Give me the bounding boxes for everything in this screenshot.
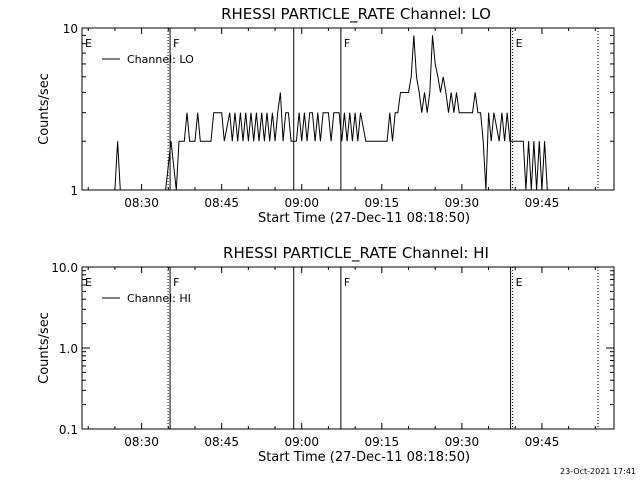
panel-1-x-axis-label: Start Time (27-Dec-11 08:18:50) [258,211,470,226]
panel-2-title: RHESSI PARTICLE_RATE Channel: HI [223,244,489,263]
panel-2-x-tick-label: 09:30 [445,435,480,449]
panel-1-marker-label: E [516,37,523,50]
panel-1-axes-frame [81,27,615,191]
plot-timestamp: 23-Oct-2021 17:41 [560,467,636,476]
panel-2-y-tick-label: 10.0 [51,261,78,275]
panel-1-marker-label: F [173,37,179,50]
panel-1-x-tick-label: 08:30 [124,196,159,210]
panel-1-y-tick-label: 10 [63,22,78,36]
panel-1-y-tick-label: 1 [70,184,78,198]
panel-1-x-tick-label: 09:15 [365,196,400,210]
panel-2-x-tick-label: 08:45 [204,435,239,449]
panel-1-legend-label: Channel: LO [127,53,194,66]
panel-2-marker-label: F [173,276,179,289]
panel-2-y-axis-label: Counts/sec [37,312,52,384]
panel-2-x-tick-label: 09:45 [525,435,560,449]
panel-1-title: RHESSI PARTICLE_RATE Channel: LO [221,5,491,24]
panel-1-series-line [114,35,548,191]
panel-1-x-tick-label: 09:00 [284,196,319,210]
panel-1-marker-label: E [85,37,92,50]
panel-2-legend-label: Channel: HI [127,292,191,305]
panel-1-marker-label: F [344,37,350,50]
panel-2-marker-label: F [344,276,350,289]
panel-1-x-tick-label: 08:45 [204,196,239,210]
panel-2-marker-label: E [85,276,92,289]
panel-2-y-tick-label: 0.1 [59,423,78,437]
panel-1-x-tick-label: 09:45 [525,196,560,210]
panel-2-x-axis-label: Start Time (27-Dec-11 08:18:50) [258,450,470,465]
panel-2-x-tick-label: 09:15 [365,435,400,449]
panel-1-x-tick-label: 09:30 [445,196,480,210]
panel-2-y-tick-label: 1.0 [59,342,78,356]
panel-2-marker-label: E [516,276,523,289]
panel-2-x-tick-label: 08:30 [124,435,159,449]
panel-1-y-axis-label: Counts/sec [37,73,52,145]
panel-2-x-tick-label: 09:00 [284,435,319,449]
